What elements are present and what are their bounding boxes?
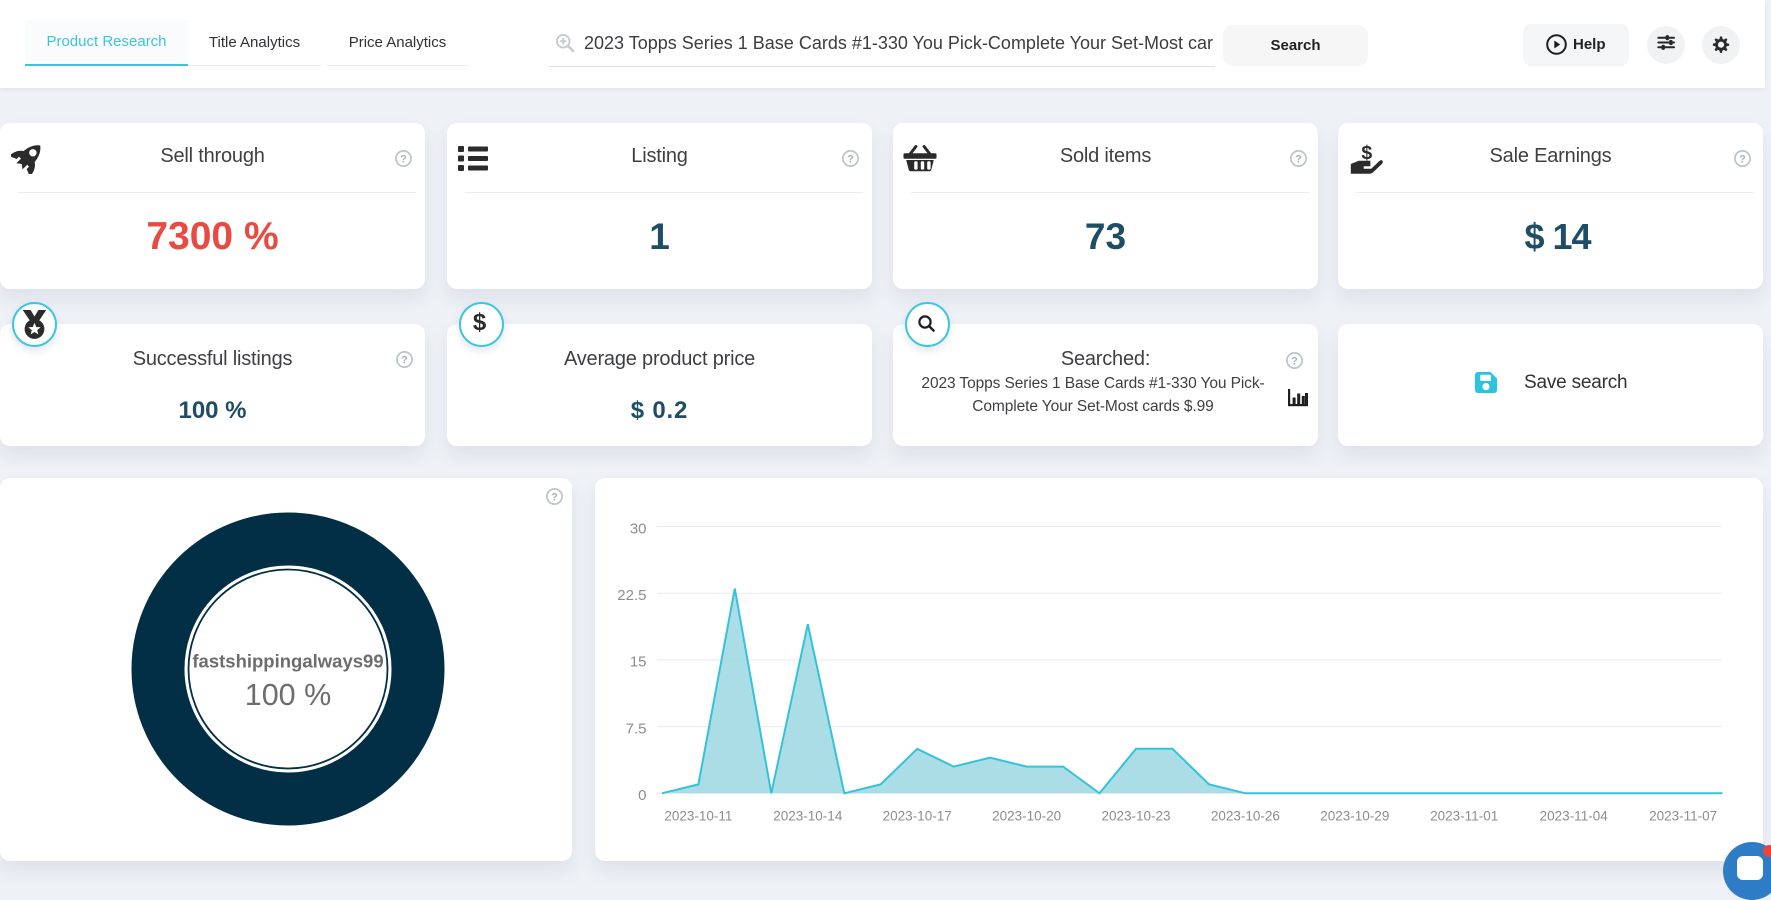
svg-text:2023-10-17: 2023-10-17 — [883, 809, 952, 824]
svg-text:?: ? — [551, 491, 558, 503]
svg-text:22.5: 22.5 — [617, 587, 646, 604]
svg-text:?: ? — [401, 354, 408, 366]
svg-text:30: 30 — [630, 520, 647, 537]
svg-text:2023-10-14: 2023-10-14 — [773, 809, 843, 824]
svg-text:2023-10-29: 2023-10-29 — [1320, 809, 1389, 824]
svg-text:2023-10-11: 2023-10-11 — [664, 809, 732, 824]
svg-text:?: ? — [1291, 355, 1298, 367]
svg-text:100 %: 100 % — [245, 678, 331, 712]
svg-text:?: ? — [1739, 153, 1746, 165]
svg-text:2023-10-23: 2023-10-23 — [1101, 809, 1170, 824]
svg-text:0: 0 — [638, 787, 646, 804]
svg-text:?: ? — [1295, 153, 1302, 165]
svg-text:2023-11-01: 2023-11-01 — [1430, 809, 1498, 824]
svg-text:fastshippingalways99: fastshippingalways99 — [192, 651, 383, 672]
svg-text:7.5: 7.5 — [626, 720, 647, 737]
svg-text:?: ? — [400, 153, 407, 165]
svg-text:2023-11-07: 2023-11-07 — [1649, 809, 1717, 824]
svg-text:2023-11-04: 2023-11-04 — [1540, 809, 1609, 824]
svg-text:2023-10-20: 2023-10-20 — [992, 809, 1061, 824]
svg-text:$: $ — [1361, 142, 1372, 164]
svg-text:2023-10-26: 2023-10-26 — [1211, 809, 1280, 824]
svg-text:?: ? — [847, 153, 854, 165]
svg-text:15: 15 — [630, 654, 647, 671]
